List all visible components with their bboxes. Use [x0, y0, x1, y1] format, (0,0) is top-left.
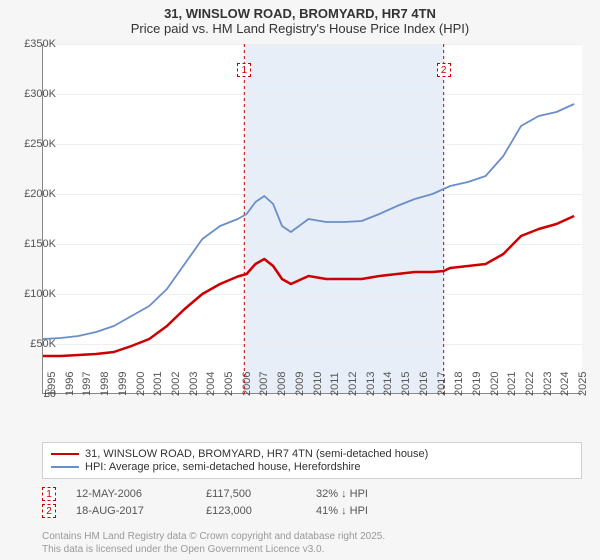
legend-item-property: 31, WINSLOW ROAD, BROMYARD, HR7 4TN (sem…	[51, 448, 573, 460]
txn-price: £123,000	[206, 505, 296, 517]
legend-item-hpi: HPI: Average price, semi-detached house,…	[51, 461, 573, 473]
ytick-label: £250K	[24, 138, 56, 150]
series-hpi	[43, 104, 574, 339]
txn-diff: 41% ↓ HPI	[316, 505, 368, 517]
copyright-notice: Contains HM Land Registry data © Crown c…	[42, 530, 385, 556]
chart-title-line2: Price paid vs. HM Land Registry's House …	[0, 21, 600, 36]
ytick-label: £200K	[24, 188, 56, 200]
txn-date: 18-AUG-2017	[76, 505, 186, 517]
txn-date: 12-MAY-2006	[76, 488, 186, 500]
txn-marker: 2	[42, 504, 56, 518]
legend-swatch-hpi	[51, 466, 79, 468]
chart-plot-area: 1995199619971998199920002001200220032004…	[42, 44, 582, 394]
ytick-label: £350K	[24, 38, 56, 50]
series-property	[43, 216, 574, 356]
txn-marker: 1	[42, 487, 56, 501]
legend: 31, WINSLOW ROAD, BROMYARD, HR7 4TN (sem…	[42, 442, 582, 479]
transactions-table: 1 12-MAY-2006 £117,500 32% ↓ HPI 2 18-AUG-201…	[42, 484, 582, 521]
ytick-label: £50K	[30, 338, 56, 350]
transaction-row: 2 18-AUG-2017 £123,000 41% ↓ HPI	[42, 504, 582, 518]
chart-marker-2: 2	[437, 63, 451, 77]
legend-swatch-property	[51, 453, 79, 455]
legend-label-property: 31, WINSLOW ROAD, BROMYARD, HR7 4TN (sem…	[85, 448, 428, 460]
chart-marker-1: 1	[237, 63, 251, 77]
chart-title-line1: 31, WINSLOW ROAD, BROMYARD, HR7 4TN	[0, 6, 600, 21]
series-svg	[43, 44, 582, 393]
transaction-row: 1 12-MAY-2006 £117,500 32% ↓ HPI	[42, 487, 582, 501]
ytick-label: £300K	[24, 88, 56, 100]
chart-title-block: 31, WINSLOW ROAD, BROMYARD, HR7 4TN Pric…	[0, 0, 600, 38]
txn-price: £117,500	[206, 488, 296, 500]
legend-label-hpi: HPI: Average price, semi-detached house,…	[85, 461, 361, 473]
copyright-line1: Contains HM Land Registry data © Crown c…	[42, 530, 385, 543]
ytick-label: £150K	[24, 238, 56, 250]
txn-diff: 32% ↓ HPI	[316, 488, 368, 500]
ytick-label: £0	[44, 388, 56, 400]
ytick-label: £100K	[24, 288, 56, 300]
copyright-line2: This data is licensed under the Open Gov…	[42, 543, 385, 556]
